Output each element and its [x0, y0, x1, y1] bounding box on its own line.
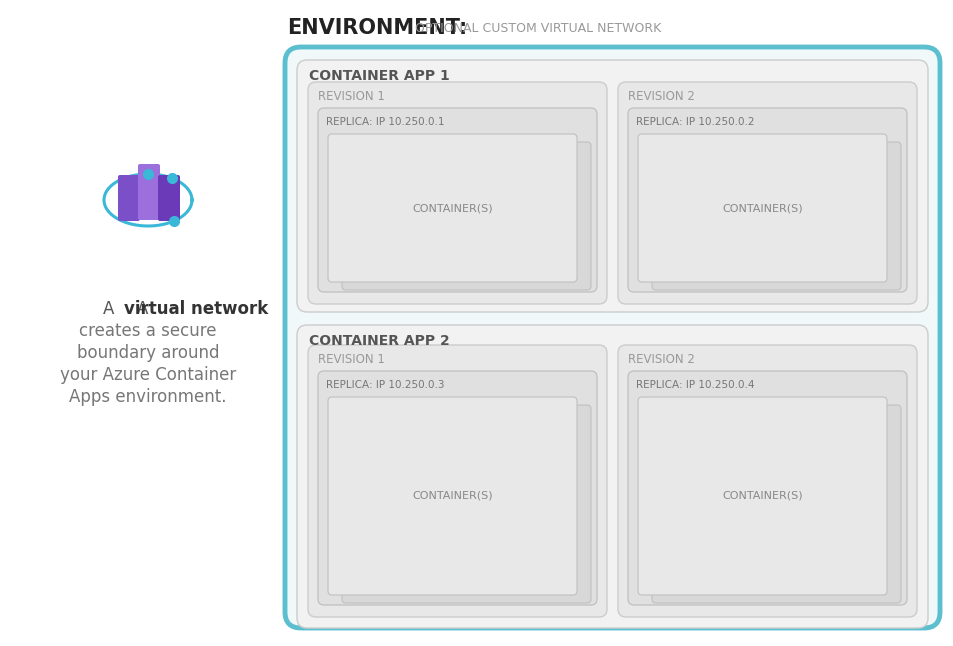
Text: REVISION 1: REVISION 1 [317, 353, 384, 366]
Text: CONTAINER(S): CONTAINER(S) [721, 491, 802, 501]
Text: CONTAINER(S): CONTAINER(S) [412, 491, 493, 501]
FancyBboxPatch shape [328, 397, 577, 595]
FancyBboxPatch shape [638, 397, 886, 595]
FancyBboxPatch shape [285, 47, 939, 628]
Text: REVISION 1: REVISION 1 [317, 90, 384, 103]
Text: REPLICA: IP 10.250.0.2: REPLICA: IP 10.250.0.2 [636, 117, 754, 127]
FancyBboxPatch shape [308, 345, 606, 617]
Text: A: A [103, 300, 119, 318]
Text: CONTAINER(S): CONTAINER(S) [412, 203, 493, 213]
Text: boundary around: boundary around [76, 344, 219, 362]
FancyBboxPatch shape [308, 82, 606, 304]
Text: A: A [137, 300, 159, 318]
FancyBboxPatch shape [118, 175, 140, 221]
FancyBboxPatch shape [296, 60, 927, 312]
Text: REPLICA: IP 10.250.0.3: REPLICA: IP 10.250.0.3 [326, 380, 444, 390]
Text: your Azure Container: your Azure Container [60, 366, 236, 384]
Text: CONTAINER(S): CONTAINER(S) [721, 203, 802, 213]
Text: Apps environment.: Apps environment. [70, 388, 227, 406]
Text: ENVIRONMENT:: ENVIRONMENT: [287, 18, 467, 38]
FancyBboxPatch shape [138, 164, 160, 220]
Text: REPLICA: IP 10.250.0.4: REPLICA: IP 10.250.0.4 [636, 380, 754, 390]
Text: REVISION 2: REVISION 2 [627, 353, 694, 366]
Text: REPLICA: IP 10.250.0.1: REPLICA: IP 10.250.0.1 [326, 117, 444, 127]
FancyBboxPatch shape [618, 82, 916, 304]
FancyBboxPatch shape [638, 134, 886, 282]
FancyBboxPatch shape [618, 345, 916, 617]
FancyBboxPatch shape [341, 405, 590, 603]
FancyBboxPatch shape [328, 134, 577, 282]
FancyBboxPatch shape [317, 108, 597, 292]
Text: virtual network: virtual network [124, 300, 268, 318]
FancyBboxPatch shape [317, 371, 597, 605]
FancyBboxPatch shape [341, 142, 590, 290]
Text: CONTAINER APP 1: CONTAINER APP 1 [309, 69, 449, 83]
FancyBboxPatch shape [158, 175, 180, 221]
FancyBboxPatch shape [651, 405, 900, 603]
Text: creates a secure: creates a secure [79, 322, 216, 340]
Text: CONTAINER APP 2: CONTAINER APP 2 [309, 334, 449, 348]
FancyBboxPatch shape [651, 142, 900, 290]
Text: REVISION 2: REVISION 2 [627, 90, 694, 103]
FancyBboxPatch shape [627, 371, 906, 605]
FancyBboxPatch shape [296, 325, 927, 628]
FancyBboxPatch shape [627, 108, 906, 292]
Text: OPTIONAL CUSTOM VIRTUAL NETWORK: OPTIONAL CUSTOM VIRTUAL NETWORK [415, 21, 660, 34]
